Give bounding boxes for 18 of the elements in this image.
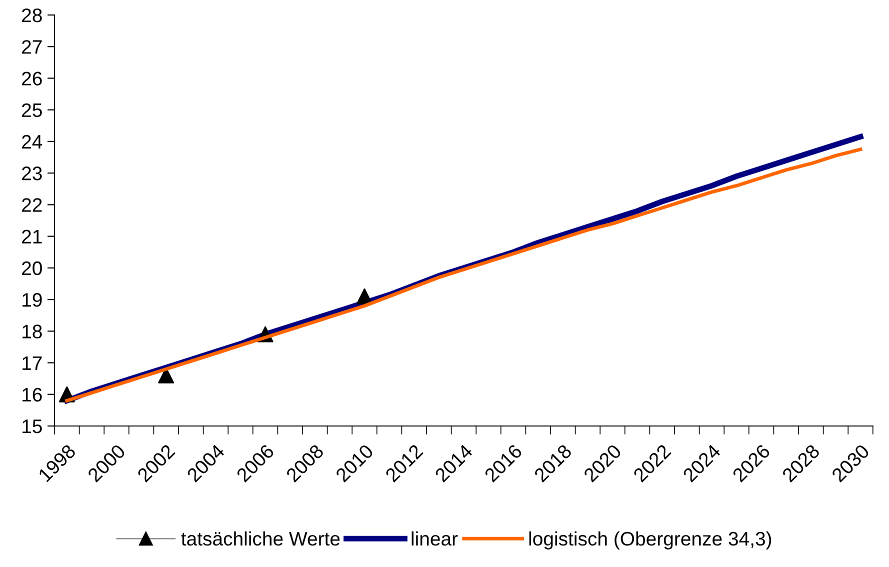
y-tick-label: 23 [22,166,42,180]
point [356,288,372,304]
y-tick-label: 22 [22,198,42,212]
legend-label: logistisch (Obergrenze 34,3) [529,531,772,550]
y-tick-label: 28 [22,8,42,22]
legend-label: tatsächliche Werte [181,531,340,546]
y-tick-label: 24 [22,134,42,149]
y-tick-label: 20 [22,261,42,276]
y-tick-label: 19 [22,293,42,307]
y-tick-label: 27 [22,40,42,54]
legend-label: linear [412,531,458,546]
y-tick-label: 25 [22,103,42,118]
y-tick-label: 15 [22,420,42,434]
y-tick-label: 21 [22,230,42,244]
y-tick-label: 26 [22,72,42,86]
y-tick-label: 18 [22,324,42,338]
y-tick-label: 16 [22,388,42,402]
y-tick-label: 17 [22,356,42,370]
